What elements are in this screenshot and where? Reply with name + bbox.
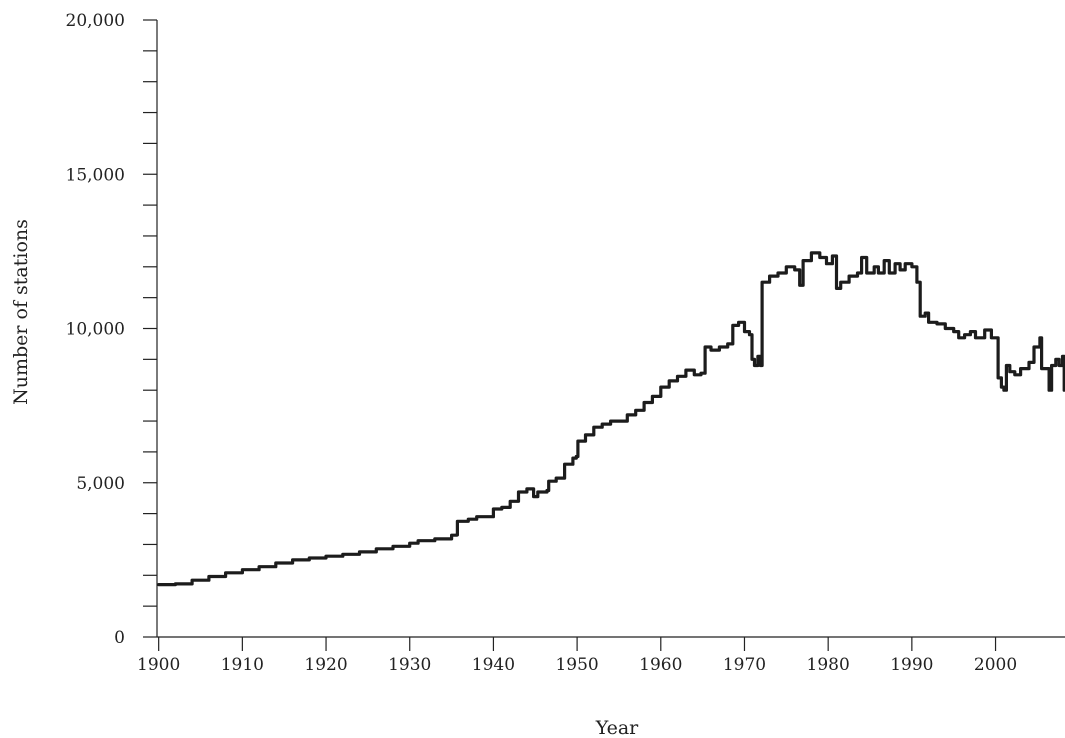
x-tick-label: 1910 xyxy=(221,655,264,675)
y-axis: 0 5,000 10,000 15,000 20,000 xyxy=(66,11,158,648)
x-axis: 1900 1910 1920 1930 1940 1950 1960 1970 1980 1990… xyxy=(137,636,1065,675)
y-axis-title: Number of stations xyxy=(10,219,32,405)
x-tick-label: 1950 xyxy=(555,655,598,675)
y-tick-label: 10,000 xyxy=(66,320,125,340)
x-tick-label: 1930 xyxy=(388,655,431,675)
y-tick-label: 0 xyxy=(114,628,125,648)
x-tick-label: 1990 xyxy=(890,655,933,675)
x-tick-label: 1900 xyxy=(137,655,180,675)
y-tick-label: 15,000 xyxy=(66,165,125,185)
station-count-line xyxy=(157,251,1065,587)
x-tick-label: 1940 xyxy=(472,655,515,675)
x-tick-label: 1920 xyxy=(304,655,347,675)
y-tick-label: 20,000 xyxy=(66,11,125,31)
x-tick-label: 1960 xyxy=(639,655,682,675)
x-axis-title: Year xyxy=(595,717,639,738)
x-tick-label: 1980 xyxy=(807,655,850,675)
x-tick-label: 1970 xyxy=(723,655,766,675)
y-tick-label: 5,000 xyxy=(76,474,125,494)
series-layer xyxy=(157,251,1065,587)
x-tick-label: 2000 xyxy=(974,655,1017,675)
